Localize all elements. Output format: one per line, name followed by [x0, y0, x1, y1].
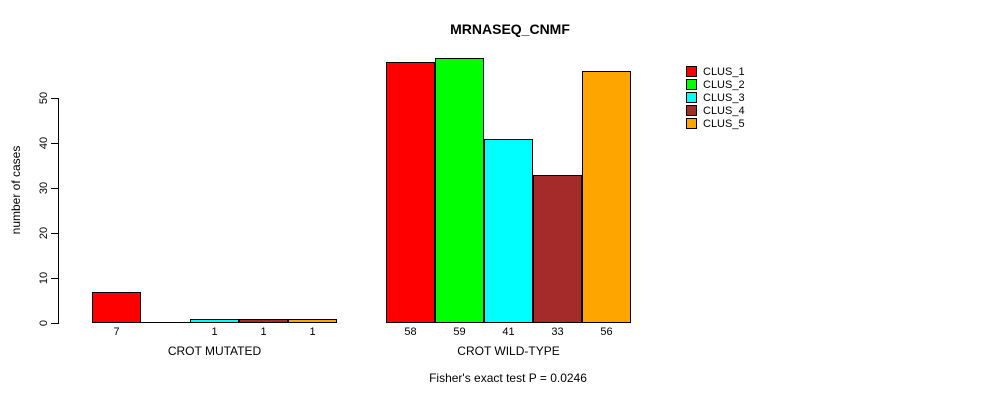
bar-value-label: 33: [551, 326, 564, 338]
bar-value-label: 58: [404, 326, 417, 338]
bar-CLUS_5: [288, 318, 337, 323]
legend-item-CLUS_5: CLUS_5: [686, 117, 745, 130]
legend-swatch-CLUS_4: [686, 105, 697, 116]
y-tick: [51, 188, 58, 189]
bar-CLUS_1: [92, 291, 141, 323]
legend-swatch-CLUS_1: [686, 66, 697, 77]
y-axis-label: number of cases: [9, 145, 23, 235]
y-tick: [51, 323, 58, 324]
legend-item-CLUS_4: CLUS_4: [686, 104, 745, 117]
legend-label: CLUS_5: [703, 117, 745, 130]
legend-item-CLUS_1: CLUS_1: [686, 65, 745, 78]
bar-value-label: 1: [309, 326, 316, 338]
y-tick: [51, 143, 58, 144]
y-tick-label: 30: [38, 181, 50, 195]
bar-value-label: 56: [600, 326, 613, 338]
bar-CLUS_4: [533, 174, 582, 323]
legend-swatch-CLUS_5: [686, 118, 697, 129]
bar-value-label: 59: [453, 326, 466, 338]
bar-CLUS_2: [435, 57, 484, 323]
y-tick: [51, 278, 58, 279]
fisher-test-annotation: Fisher's exact test P = 0.0246: [429, 371, 587, 385]
bar-value-label: 1: [260, 326, 267, 338]
bar-value-label: 41: [502, 326, 515, 338]
bar-CLUS_4: [239, 318, 288, 323]
y-tick: [51, 98, 58, 99]
y-axis-line: [58, 98, 59, 324]
bar-CLUS_3: [484, 138, 533, 323]
legend-item-CLUS_3: CLUS_3: [686, 91, 745, 104]
y-tick-label: 50: [38, 91, 50, 105]
legend: CLUS_1 CLUS_2 CLUS_3 CLUS_4 CLUS_5: [686, 65, 745, 130]
category-label: CROT MUTATED: [167, 344, 262, 358]
legend-label: CLUS_4: [703, 104, 745, 117]
category-label: CROT WILD-TYPE: [457, 344, 560, 358]
legend-swatch-CLUS_2: [686, 79, 697, 90]
y-tick: [51, 233, 58, 234]
y-tick-label: 10: [38, 271, 50, 285]
legend-label: CLUS_3: [703, 91, 745, 104]
y-tick-label: 20: [38, 226, 50, 240]
bar-CLUS_3: [190, 318, 239, 323]
chart-title: MRNASEQ_CNMF: [450, 21, 570, 37]
bar-CLUS_2: [141, 322, 190, 323]
bar-value-label: 1: [211, 326, 218, 338]
bar-CLUS_1: [386, 62, 435, 323]
legend-swatch-CLUS_3: [686, 92, 697, 103]
y-tick-label: 0: [38, 319, 50, 327]
legend-label: CLUS_1: [703, 65, 745, 78]
bar-CLUS_5: [582, 71, 631, 323]
y-tick-label: 40: [38, 136, 50, 150]
legend-item-CLUS_2: CLUS_2: [686, 78, 745, 91]
legend-label: CLUS_2: [703, 78, 745, 91]
bar-value-label: 7: [113, 326, 120, 338]
